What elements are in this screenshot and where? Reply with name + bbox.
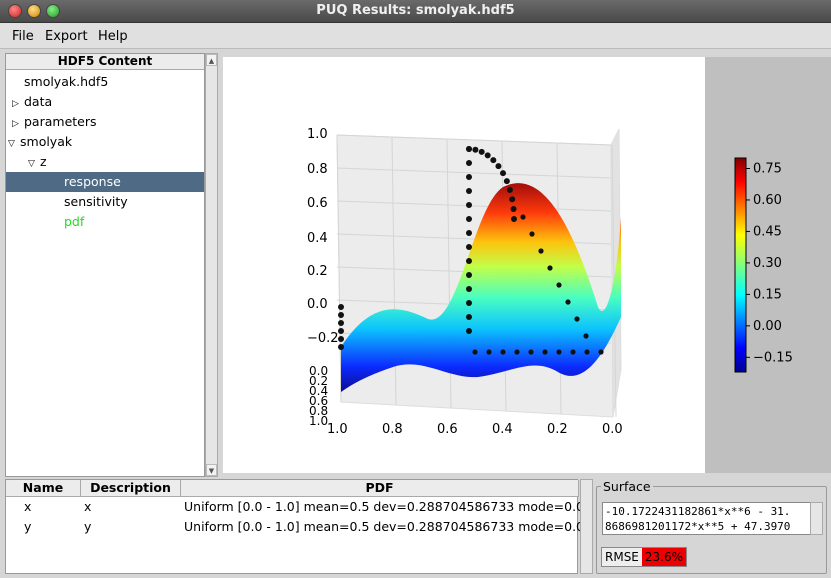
menu-help[interactable]: Help bbox=[98, 29, 128, 44]
z-tick-label: 0.0 bbox=[307, 297, 328, 312]
tree-item-pdf[interactable]: pdf bbox=[64, 214, 85, 229]
window-title: PUQ Results: smolyak.hdf5 bbox=[316, 3, 515, 18]
parameter-table: Name Description PDF x x Uniform [0.0 - … bbox=[5, 479, 584, 574]
title-bar: PUQ Results: smolyak.hdf5 bbox=[0, 0, 831, 23]
z-tick-label: 0.8 bbox=[307, 162, 328, 177]
tree-item-data[interactable]: ▷ data bbox=[12, 92, 52, 112]
colorbar-tick-label: 0.00 bbox=[753, 319, 782, 334]
table-cell-description[interactable]: x bbox=[84, 499, 92, 514]
colorbar-tick-label: 0.75 bbox=[753, 161, 782, 176]
column-header-description[interactable]: Description bbox=[81, 480, 181, 497]
formula-scrollbar[interactable] bbox=[810, 502, 823, 535]
y-tick-label: 0.2 bbox=[309, 374, 328, 388]
table-cell-description[interactable]: y bbox=[84, 519, 92, 534]
surface-mesh bbox=[341, 183, 621, 392]
colorbar-panel: 0.75 0.60 0.45 0.30 0.15 0.00 −0.15 bbox=[705, 57, 831, 473]
tree-header: HDF5 Content bbox=[6, 54, 204, 70]
tree-item-smolyak[interactable]: ▽ smolyak bbox=[8, 132, 72, 152]
colorbar-tick-label: 0.60 bbox=[753, 193, 782, 208]
menu-bar: File Export Help bbox=[0, 23, 831, 49]
y-tick-label: 1.0 bbox=[309, 414, 328, 428]
surface-legend: Surface bbox=[601, 479, 653, 494]
z-tick-label: −0.2 bbox=[307, 331, 339, 346]
surface-plot-canvas[interactable]: 1.0 0.8 0.6 0.4 0.2 0.0 −0.2 1.0 0.8 0.6 0.4 0.2 0.… bbox=[223, 57, 705, 473]
scroll-up-icon[interactable]: ▲ bbox=[206, 54, 217, 66]
z-tick-label: 0.4 bbox=[307, 231, 328, 246]
z-tick-label: 1.0 bbox=[307, 127, 328, 142]
tree-selection-highlight bbox=[6, 172, 204, 192]
surface-formula-text[interactable]: -10.1722431182861*x**6 - 31. 86869812011… bbox=[602, 502, 811, 535]
z-tick-label: 0.6 bbox=[307, 196, 328, 211]
x-tick-label: 0.2 bbox=[547, 422, 568, 437]
tree-item-root[interactable]: smolyak.hdf5 bbox=[24, 74, 109, 89]
table-cell-pdf[interactable]: Uniform [0.0 - 1.0] mean=0.5 dev=0.28870… bbox=[184, 499, 585, 514]
colorbar: 0.75 0.60 0.45 0.30 0.15 0.00 −0.15 bbox=[734, 157, 793, 373]
table-scrollbar[interactable] bbox=[580, 479, 593, 574]
y-tick-label: 0.4 bbox=[309, 384, 328, 398]
expand-icon[interactable]: ▷ bbox=[12, 99, 19, 109]
y-tick-label: 0.0 bbox=[309, 364, 328, 378]
rmse-value: 23.6% bbox=[641, 548, 687, 566]
tree-scrollbar[interactable]: ▲ ▼ bbox=[205, 53, 218, 477]
collapse-icon[interactable]: ▽ bbox=[28, 159, 35, 169]
tree-item-z[interactable]: ▽ z bbox=[28, 152, 47, 172]
tree-item-response[interactable]: response bbox=[64, 174, 121, 189]
table-cell-name[interactable]: x bbox=[24, 499, 32, 514]
sample-points bbox=[338, 146, 604, 355]
maximize-window-button[interactable] bbox=[46, 4, 60, 18]
x-tick-label: 1.0 bbox=[327, 422, 348, 437]
scroll-down-icon[interactable]: ▼ bbox=[206, 464, 217, 476]
menu-file[interactable]: File bbox=[12, 29, 34, 44]
z-axis-ticks: 1.0 0.8 0.6 0.4 0.2 0.0 −0.2 bbox=[307, 127, 339, 346]
hdf5-tree: HDF5 Content smolyak.hdf5 ▷ data ▷ paramet… bbox=[5, 53, 205, 477]
x-tick-label: 0.8 bbox=[382, 422, 403, 437]
expand-icon[interactable]: ▷ bbox=[12, 119, 19, 129]
column-header-pdf[interactable]: PDF bbox=[181, 480, 579, 497]
close-window-button[interactable] bbox=[8, 4, 22, 18]
colorbar-tick-label: 0.30 bbox=[753, 256, 782, 271]
colorbar-tick-label: 0.15 bbox=[753, 287, 782, 302]
x-tick-label: 0.4 bbox=[492, 422, 513, 437]
x-axis-ticks: 1.0 0.8 0.6 0.4 0.2 0.0 bbox=[327, 422, 623, 437]
table-cell-name[interactable]: y bbox=[24, 519, 32, 534]
colorbar-tick-label: 0.45 bbox=[753, 224, 782, 239]
rmse-label: RMSE bbox=[605, 550, 639, 564]
column-header-name[interactable]: Name bbox=[6, 480, 81, 497]
surface-groupbox: Surface -10.1722431182861*x**6 - 31. 868… bbox=[596, 479, 827, 574]
colorbar-gradient bbox=[734, 157, 747, 373]
y-tick-label: 0.8 bbox=[309, 404, 328, 418]
tree-item-sensitivity[interactable]: sensitivity bbox=[64, 194, 128, 209]
x-tick-label: 0.6 bbox=[437, 422, 458, 437]
plot-panel: 1.0 0.8 0.6 0.4 0.2 0.0 −0.2 1.0 0.8 0.6 0.4 0.2 0.… bbox=[220, 53, 831, 477]
y-tick-label: 0.6 bbox=[309, 394, 328, 408]
x-tick-label: 0.0 bbox=[602, 422, 623, 437]
surface-plot: 1.00.80.60.40.20.0−0.2 1.0 0.8 0.6 0.4 0.2 0.… bbox=[307, 127, 623, 437]
menu-export[interactable]: Export bbox=[45, 29, 88, 44]
z-tick-label: 0.2 bbox=[307, 264, 328, 279]
table-cell-pdf[interactable]: Uniform [0.0 - 1.0] mean=0.5 dev=0.28870… bbox=[184, 519, 585, 534]
tree-item-parameters[interactable]: ▷ parameters bbox=[12, 112, 97, 132]
y-axis-ticks: 0.00.20.40.60.81.0 bbox=[309, 364, 328, 428]
collapse-icon[interactable]: ▽ bbox=[8, 139, 15, 149]
colorbar-tick-label: −0.15 bbox=[753, 350, 793, 365]
minimize-window-button[interactable] bbox=[27, 4, 41, 18]
rmse-indicator: RMSE 23.6% bbox=[601, 547, 688, 567]
colorbar-ticks: 0.75 0.60 0.45 0.30 0.15 0.00 −0.15 bbox=[746, 161, 793, 365]
